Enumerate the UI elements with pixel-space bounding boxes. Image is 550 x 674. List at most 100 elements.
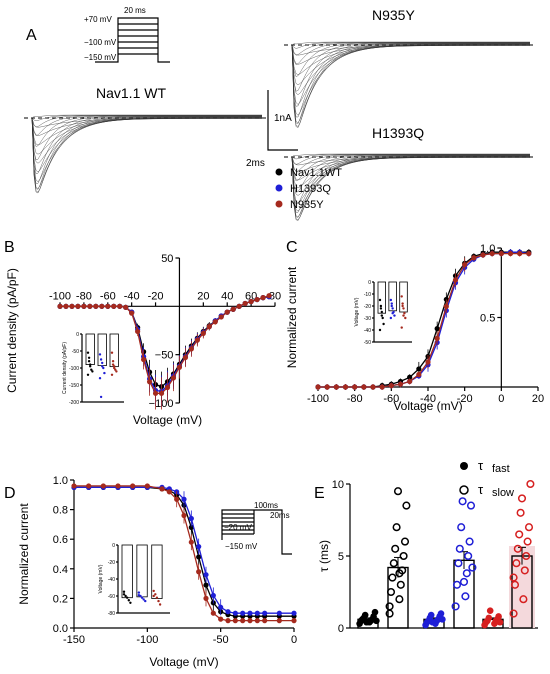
data-point (517, 494, 527, 503)
data-point (276, 618, 282, 624)
inset-y-tick-label: -80 (108, 611, 115, 617)
data-point (452, 277, 459, 283)
inset-bar (377, 281, 386, 314)
data-point (454, 559, 463, 568)
data-point (385, 602, 394, 611)
current-trace (291, 156, 530, 204)
data-point (437, 610, 445, 617)
data-point (452, 580, 462, 589)
x-tick-label: -20 (457, 393, 473, 405)
inset-point (89, 365, 92, 368)
legend-label: Nav1.1WT (290, 167, 342, 179)
inset-y-tick-label: -20 (108, 560, 115, 566)
data-point (361, 611, 369, 619)
inset-y-tick-label: 0 (368, 280, 371, 286)
data-point (485, 614, 493, 622)
data-point (63, 303, 69, 309)
current-trace (291, 43, 531, 124)
inset-y-tick-label: -10 (364, 292, 371, 298)
x-tick-label: -100 (49, 290, 71, 302)
legend-panel-a: Nav1.1WT H1393Q N935Y (275, 167, 342, 211)
data-point (254, 296, 260, 303)
inset-point (393, 314, 396, 317)
inset-bar (399, 281, 408, 313)
inset-point (113, 366, 116, 370)
protocol-d-minus20: −20 mV (224, 523, 252, 532)
current-trace (291, 44, 531, 56)
data-point (516, 508, 525, 517)
data-point (135, 328, 141, 335)
data-point (71, 483, 77, 489)
data-point (462, 569, 471, 578)
data-point (105, 303, 111, 309)
current-trace (31, 117, 263, 155)
data-point (391, 544, 400, 553)
inset-y-tick-label: -20 (364, 304, 371, 310)
inset-point (122, 590, 126, 593)
data-point (434, 335, 440, 341)
data-point (468, 563, 477, 572)
data-point (236, 303, 242, 309)
legend-sublabel: slow (492, 487, 514, 499)
data-point (254, 610, 260, 616)
data-point (393, 487, 403, 496)
data-point (471, 255, 477, 261)
data-point (522, 551, 531, 561)
inset-point (110, 351, 114, 354)
series-line (318, 251, 529, 388)
data-point (388, 383, 394, 389)
panel-c-letter: C (286, 239, 298, 256)
inset-point (127, 599, 130, 602)
inset-point (379, 304, 383, 308)
inset-point (404, 316, 407, 320)
panel-d-letter: D (4, 485, 16, 502)
inset-point (103, 371, 106, 375)
data-point (429, 618, 436, 626)
chart-panel-d: −20 mV −150 mV 100ms 20ms -150 -100 -50 0 0.… (17, 475, 297, 669)
x-tick-label: 40 (221, 290, 233, 302)
inset-y-tick-label: -200 (69, 400, 79, 406)
data-point (461, 592, 470, 601)
inset-y-tick-label: -150 (69, 383, 79, 389)
inset-y-axis-label: Current density (pA/pF) (62, 342, 68, 394)
inset-point (402, 314, 405, 317)
x-tick-label: -80 (347, 393, 363, 405)
data-point (115, 483, 121, 489)
y-tick-label: 0.2 (53, 593, 68, 605)
data-point (176, 364, 183, 370)
data-point (262, 618, 268, 624)
inset-point (391, 307, 394, 310)
inset-point (89, 363, 92, 366)
data-point (182, 354, 189, 361)
inset-point (137, 593, 141, 597)
legend-marker (460, 462, 468, 470)
protocol-d-steps (221, 509, 292, 555)
legend-marker (275, 184, 283, 192)
x-tick-label: -20 (148, 290, 164, 302)
data-point (276, 610, 282, 616)
scale-bar-current: 1nA (274, 113, 292, 124)
inset-y-tick-label: 0 (112, 543, 115, 549)
data-point (407, 378, 413, 385)
data-point (510, 580, 520, 589)
data-point (385, 609, 394, 618)
inset-point (401, 304, 404, 308)
data-point (230, 306, 236, 312)
data-point (458, 497, 467, 506)
current-trace (291, 42, 530, 107)
data-point (480, 252, 486, 258)
inset-y-tick-label: -50 (72, 349, 79, 355)
data-point (388, 573, 397, 582)
data-point (69, 303, 75, 309)
data-point (520, 566, 529, 575)
inset-point (113, 365, 116, 368)
inset-y-tick-label: -100 (69, 366, 79, 372)
data-point (392, 523, 401, 532)
y-tick-label: 0.6 (53, 534, 68, 546)
inset-point (140, 596, 144, 599)
data-point (395, 595, 404, 604)
data-point (397, 381, 404, 387)
inset-y-tick-label: -30 (364, 316, 371, 322)
protocol-level-plus70: +70 mV (84, 15, 112, 24)
